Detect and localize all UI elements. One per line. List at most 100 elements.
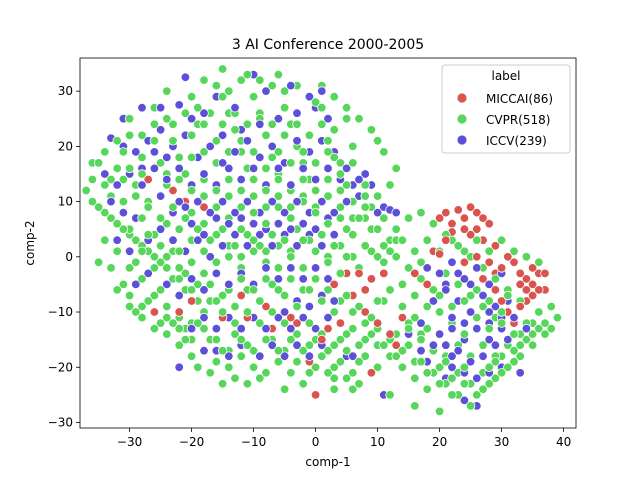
- data-point-1: [211, 202, 222, 212]
- x-tick-label: −10: [241, 435, 266, 449]
- data-point-1: [465, 401, 476, 411]
- data-point-1: [131, 257, 141, 268]
- data-point-2: [149, 147, 160, 157]
- data-point-1: [546, 301, 556, 312]
- data-point-1: [341, 252, 352, 262]
- data-point-2: [286, 323, 296, 334]
- data-point-0: [168, 185, 178, 196]
- data-point-1: [174, 323, 184, 334]
- data-point-2: [292, 241, 302, 251]
- data-point-1: [292, 301, 302, 312]
- data-point-1: [137, 169, 147, 179]
- data-point-1: [385, 246, 395, 257]
- data-point-2: [428, 296, 439, 306]
- data-point-1: [329, 91, 339, 102]
- data-point-0: [527, 263, 538, 273]
- data-point-1: [354, 213, 364, 223]
- data-point-2: [447, 312, 457, 323]
- data-point-1: [242, 229, 253, 240]
- data-point-1: [180, 268, 191, 279]
- data-point-0: [465, 229, 476, 240]
- data-point-1: [279, 86, 290, 96]
- data-point-1: [372, 296, 383, 306]
- data-point-1: [186, 285, 197, 295]
- data-point-2: [131, 147, 141, 157]
- data-point-2: [155, 102, 166, 113]
- data-point-1: [162, 86, 172, 96]
- data-point-2: [310, 263, 321, 273]
- data-point-2: [255, 351, 265, 361]
- data-point-2: [329, 229, 339, 240]
- x-tick-label: 30: [494, 435, 509, 449]
- data-point-1: [552, 312, 563, 323]
- data-point-2: [317, 241, 327, 251]
- data-point-2: [292, 108, 302, 118]
- data-point-0: [143, 174, 153, 185]
- data-point-1: [403, 213, 414, 223]
- data-point-1: [248, 346, 259, 356]
- data-point-1: [348, 384, 358, 395]
- data-point-1: [236, 351, 246, 361]
- data-point-2: [193, 196, 203, 207]
- data-point-1: [199, 191, 209, 201]
- data-point-0: [540, 268, 550, 279]
- data-point-0: [527, 290, 538, 301]
- data-point-1: [478, 384, 488, 395]
- data-point-1: [298, 263, 308, 273]
- y-tick-label: 20: [58, 139, 73, 153]
- data-point-1: [341, 346, 352, 356]
- data-point-1: [286, 368, 296, 378]
- data-point-2: [224, 163, 234, 174]
- data-point-1: [509, 357, 519, 367]
- data-point-1: [459, 329, 470, 339]
- legend-box: [441, 64, 571, 154]
- data-point-1: [93, 257, 104, 268]
- data-point-1: [217, 91, 228, 102]
- data-point-2: [354, 174, 364, 185]
- data-point-1: [248, 91, 259, 102]
- data-point-0: [434, 213, 445, 223]
- data-point-1: [434, 362, 445, 373]
- data-point-2: [360, 169, 370, 179]
- data-point-1: [546, 323, 556, 334]
- data-point-1: [298, 346, 308, 356]
- data-point-2: [124, 246, 135, 257]
- y-tick-label: −30: [48, 415, 73, 429]
- data-point-1: [106, 213, 116, 223]
- legend-label-iccv: ICCV(239): [486, 134, 547, 148]
- data-point-0: [441, 207, 451, 218]
- data-point-1: [137, 152, 147, 163]
- data-point-2: [441, 285, 451, 295]
- data-point-2: [261, 86, 271, 96]
- data-point-1: [155, 213, 166, 223]
- data-point-1: [490, 373, 501, 384]
- data-point-1: [304, 130, 315, 141]
- data-point-2: [242, 136, 253, 146]
- data-point-1: [261, 368, 271, 378]
- data-point-1: [255, 318, 265, 328]
- data-point-1: [496, 235, 507, 245]
- data-point-2: [137, 180, 147, 190]
- data-point-1: [335, 268, 346, 279]
- data-point-1: [515, 340, 525, 350]
- data-point-2: [217, 241, 228, 251]
- data-point-1: [217, 346, 228, 356]
- data-point-1: [242, 340, 253, 350]
- data-point-2: [465, 279, 476, 290]
- data-point-2: [490, 340, 501, 350]
- data-point-1: [484, 246, 494, 257]
- data-point-2: [273, 312, 284, 323]
- data-point-1: [248, 191, 259, 201]
- data-point-1: [534, 257, 544, 268]
- data-point-1: [403, 263, 414, 273]
- data-point-1: [224, 174, 234, 185]
- data-point-1: [112, 136, 122, 146]
- data-point-2: [180, 72, 191, 83]
- data-point-1: [527, 329, 538, 339]
- data-point-1: [261, 185, 271, 196]
- data-point-0: [503, 252, 513, 262]
- data-point-0: [360, 307, 370, 317]
- data-point-0: [149, 307, 160, 317]
- data-point-1: [403, 340, 414, 350]
- data-point-0: [521, 285, 532, 295]
